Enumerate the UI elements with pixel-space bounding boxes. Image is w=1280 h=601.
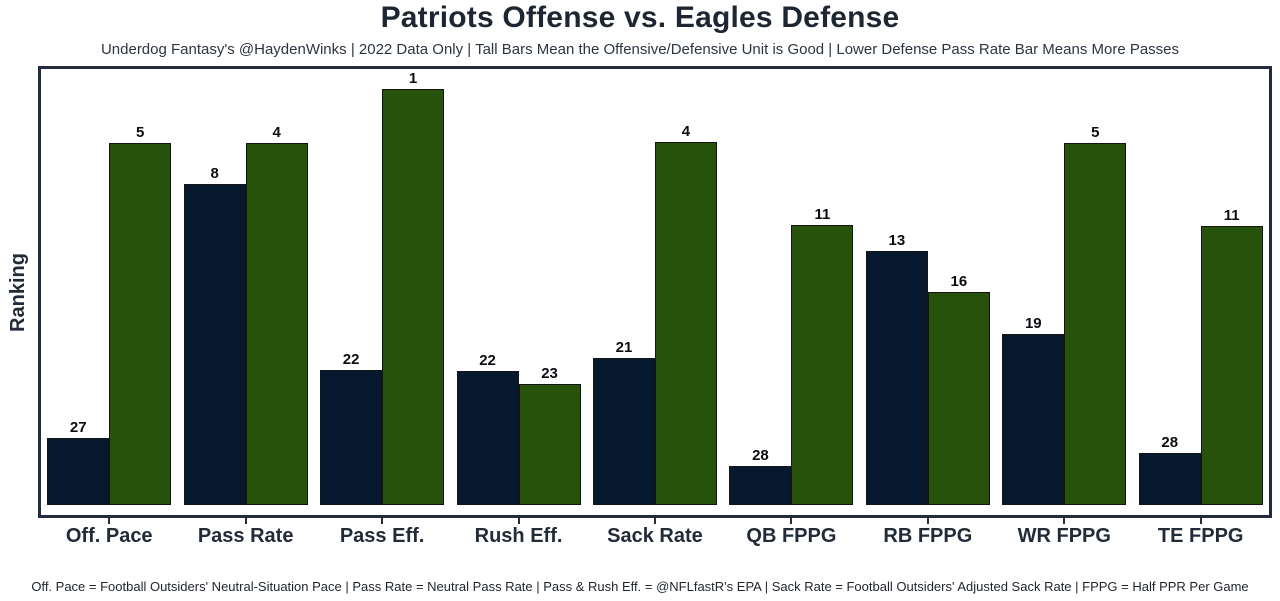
bar-eagles-defense — [245, 143, 308, 505]
bar-eagles-defense — [927, 292, 990, 505]
bar-rank-label: 13 — [888, 232, 906, 249]
x-axis-tick — [653, 518, 656, 524]
bar-patriots-offense — [183, 184, 246, 505]
bar-column-eagles-defense: 5 — [1064, 124, 1127, 505]
bar-group: 22 23 — [450, 352, 586, 505]
tick-cell — [996, 518, 1132, 524]
bar-eagles-defense — [109, 143, 172, 505]
x-axis-category-label: WR FPPG — [1017, 525, 1111, 547]
bar-rank-label: 5 — [136, 124, 145, 141]
bar-eagles-defense — [518, 384, 581, 505]
bar-group: 13 16 — [860, 232, 996, 505]
y-axis-label: Ranking — [6, 252, 29, 332]
x-axis-category-label: QB FPPG — [746, 525, 837, 547]
chart-title: Patriots Offense vs. Eagles Defense — [380, 1, 900, 34]
x-axis-tick — [926, 518, 929, 524]
bar-group: 21 4 — [587, 123, 723, 505]
bar-rank-label: 23 — [541, 365, 558, 382]
x-axis-tick — [790, 518, 793, 524]
tick-cell — [177, 518, 313, 524]
bar-rank-label: 5 — [1091, 124, 1100, 141]
bar-column-eagles-defense: 4 — [245, 124, 308, 505]
x-axis-tick — [108, 518, 111, 524]
tick-cell — [723, 518, 859, 524]
x-axis-ticks — [41, 518, 1269, 524]
tick-cell — [450, 518, 586, 524]
bar-patriots-offense — [1002, 334, 1065, 505]
bar-patriots-offense — [1138, 453, 1201, 505]
bar-rank-label: 22 — [479, 352, 496, 369]
plot-area: 27 5 8 4 22 1 22 23 21 4 28 11 13 16 19 5 28 11 — [38, 66, 1272, 518]
tick-cell — [587, 518, 723, 524]
bar-column-eagles-defense: 16 — [927, 273, 990, 505]
bar-rank-label: 4 — [681, 123, 691, 140]
tick-cell — [860, 518, 996, 524]
bar-rank-label: 16 — [950, 273, 968, 290]
x-axis-labels: Off. Pace Pass Rate Pass Eff. Rush Eff. Sack… — [41, 525, 1269, 548]
bar-column-eagles-defense: 4 — [654, 123, 717, 505]
x-axis-category-label: Off. Pace — [65, 525, 153, 547]
tick-cell — [314, 518, 450, 524]
x-axis-category-label: TE FPPG — [1157, 525, 1244, 547]
chart-footnote: Off. Pace = Football Outsiders' Neutral-… — [31, 579, 1249, 594]
bar-column-patriots-offense: 27 — [47, 419, 110, 505]
bar-rank-label: 4 — [272, 124, 281, 141]
bar-rank-label: 11 — [814, 206, 831, 223]
x-axis-tick — [381, 518, 384, 524]
bar-group: 22 1 — [314, 70, 450, 505]
x-axis-category-label: Pass Rate — [197, 525, 294, 547]
bar-column-eagles-defense: 11 — [791, 206, 854, 505]
bar-patriots-offense — [320, 370, 383, 505]
bar-rank-label: 19 — [1024, 315, 1042, 332]
bar-column-eagles-defense: 1 — [382, 70, 445, 505]
bar-rank-label: 21 — [615, 339, 633, 356]
bar-column-patriots-offense: 21 — [592, 339, 655, 505]
x-axis-category-label: Sack Rate — [607, 525, 703, 547]
bar-patriots-offense — [592, 358, 655, 505]
bar-rank-label: 27 — [69, 419, 87, 436]
bar-eagles-defense — [1200, 226, 1263, 505]
bar-eagles-defense — [382, 89, 445, 505]
bar-patriots-offense — [865, 251, 928, 505]
bar-column-eagles-defense: 5 — [109, 124, 172, 505]
x-axis-tick — [1063, 518, 1066, 524]
bar-groups-container: 27 5 8 4 22 1 22 23 21 4 28 11 13 16 19 5 28 11 — [41, 69, 1269, 515]
bar-column-patriots-offense: 22 — [320, 351, 383, 505]
x-axis-tick — [517, 518, 520, 524]
bar-patriots-offense — [456, 371, 519, 505]
y-axis-label-container: Ranking — [0, 66, 36, 518]
bar-column-patriots-offense: 13 — [865, 232, 928, 505]
bar-column-eagles-defense: 23 — [518, 365, 581, 505]
bar-column-patriots-offense: 28 — [729, 447, 792, 505]
bar-column-patriots-offense: 8 — [183, 165, 246, 505]
bar-column-patriots-offense: 19 — [1002, 315, 1065, 505]
bar-rank-label: 28 — [1161, 434, 1179, 451]
x-axis-tick — [1199, 518, 1202, 524]
x-axis-category-label: Pass Eff. — [339, 525, 425, 547]
bar-column-patriots-offense: 22 — [456, 352, 519, 505]
bar-eagles-defense — [791, 225, 854, 505]
tick-cell — [41, 518, 177, 524]
bar-column-patriots-offense: 28 — [1138, 434, 1201, 505]
x-axis-category-label: Rush Eff. — [474, 525, 563, 547]
bar-rank-label: 22 — [342, 351, 360, 368]
bar-eagles-defense — [654, 142, 717, 505]
bar-group: 19 5 — [996, 124, 1132, 505]
bar-rank-label: 28 — [752, 447, 769, 464]
x-axis-tick — [244, 518, 247, 524]
bar-rank-label: 8 — [210, 165, 219, 182]
chart-subtitle: Underdog Fantasy's @HaydenWinks | 2022 D… — [100, 41, 1180, 58]
bar-eagles-defense — [1064, 143, 1127, 505]
x-axis-category-label: RB FPPG — [883, 525, 973, 547]
bar-group: 28 11 — [1133, 207, 1269, 505]
bar-group: 28 11 — [723, 206, 859, 505]
bar-rank-label: 1 — [408, 70, 418, 87]
bar-patriots-offense — [729, 466, 792, 505]
bar-group: 27 5 — [41, 124, 177, 505]
bar-patriots-offense — [47, 438, 110, 505]
bar-rank-label: 11 — [1223, 207, 1240, 224]
bar-column-eagles-defense: 11 — [1200, 207, 1263, 505]
tick-cell — [1133, 518, 1269, 524]
